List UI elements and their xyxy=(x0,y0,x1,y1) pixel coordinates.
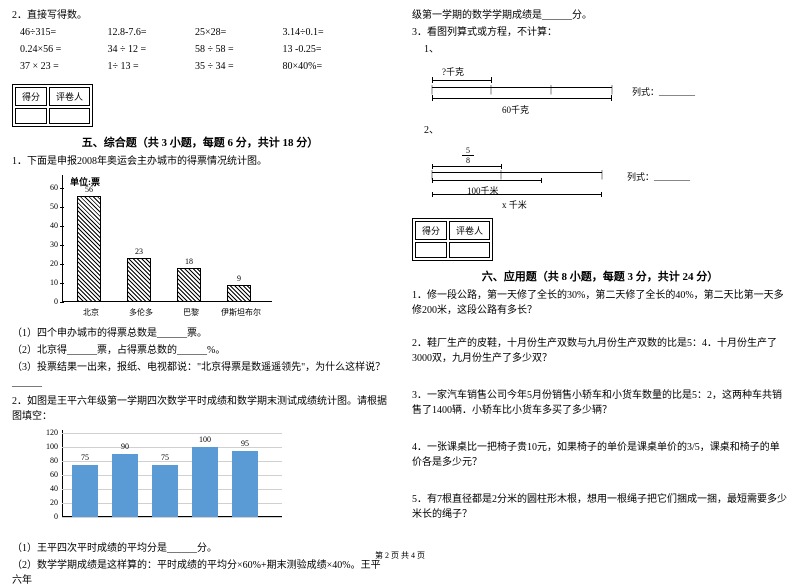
arith-cell: 58 ÷ 58 = xyxy=(195,42,280,57)
bar-category-label: 北京 xyxy=(71,307,111,318)
right-column: 级第一学期的数学学期成绩是______分。 3．看图列算式或方程，不计算： 1、… xyxy=(400,0,800,565)
q6-4: 4．一张课桌比一把椅子贵10元，如果椅子的单价是课桌单价的3/5，课桌和椅子的单… xyxy=(412,440,788,470)
frac-top: 5 xyxy=(466,146,470,155)
chart2-bar: 100 xyxy=(192,447,218,517)
arith-cell: 35 ÷ 34 = xyxy=(195,59,280,74)
q6-1: 1．修一段公路，第一天修了全长的30%，第二天修了全长的40%，第二天比第一天多… xyxy=(412,288,788,318)
q6-5: 5．有7根直径都是2分米的圆柱形木根，想用一根绳子把它们捆成一捆，最短需要多少米… xyxy=(412,492,788,522)
score-label: 得分 xyxy=(415,221,447,240)
ytick-label: 0 xyxy=(40,512,58,521)
q5-1-sub1: （1）四个申办城市的得票总数是______票。 xyxy=(12,326,388,341)
q5-2-sub2: （2）数学学期成绩是这样算的：平时成绩的平均分×60%+期末测验成绩×40%。王… xyxy=(12,558,388,588)
ytick-label: 20 xyxy=(40,259,58,268)
q6-3: 3．一家汽车销售公司今年5月份销售小轿车和小货车数量的比是5：2，这两种车共销售… xyxy=(412,388,788,418)
bar-value-label: 75 xyxy=(152,453,178,462)
ytick-label: 40 xyxy=(40,484,58,493)
ytick-label: 80 xyxy=(40,456,58,465)
bar-chart-2: 0 20 40 60 80 100 120 75 90 75 100 95 xyxy=(42,430,282,535)
bar-category-label: 伊斯坦布尔 xyxy=(221,307,261,318)
chart1-bar: 56 xyxy=(77,196,101,302)
section6-title: 六、应用题（共 8 小题，每题 3 分，共计 24 分） xyxy=(412,268,788,284)
ytick-label: 40 xyxy=(40,221,58,230)
chart1-bar: 18 xyxy=(177,268,201,302)
bar-value-label: 18 xyxy=(178,257,200,266)
chart2-bar: 95 xyxy=(232,451,258,518)
q5-2-cont: 级第一学期的数学学期成绩是______分。 xyxy=(412,8,788,23)
diagram-2: 5 8 | | | 100千米 x 千米 列式：________ xyxy=(432,146,788,206)
ytick-label: 60 xyxy=(40,183,58,192)
bar-category-label: 多伦多 xyxy=(121,307,161,318)
arith-cell: 25×28= xyxy=(195,25,280,40)
q2-title: 2．直接写得数。 xyxy=(12,8,388,23)
grader-label: 评卷人 xyxy=(449,221,490,240)
sub1-label: 1、 xyxy=(424,42,788,57)
ytick-label: 0 xyxy=(40,297,58,306)
arith-cell: 80×40%= xyxy=(283,59,368,74)
d1-total: 60千克 xyxy=(502,103,529,116)
bar-value-label: 56 xyxy=(78,185,100,194)
sub2-label: 2、 xyxy=(424,123,788,138)
chart1-bar: 9 xyxy=(227,285,251,302)
arith-cell: 34 ÷ 12 = xyxy=(108,42,193,57)
bar-value-label: 9 xyxy=(228,274,250,283)
arith-cell: 13 -0.25= xyxy=(283,42,368,57)
bar-value-label: 90 xyxy=(112,442,138,451)
bar-chart-1: 单位:票 0102030405060 56北京23多伦多18巴黎9伊斯坦布尔 xyxy=(42,175,272,320)
q5-2-text: 2．如图是王平六年级第一学期四次数学平时成绩和数学期末测试成绩统计图。请根据图填… xyxy=(12,394,388,424)
score-box-2: 得分评卷人 xyxy=(412,218,493,261)
chart2-bar: 75 xyxy=(152,465,178,518)
arith-cell: 37 × 23 = xyxy=(20,59,105,74)
q5-3-text: 3．看图列算式或方程，不计算： xyxy=(412,25,788,40)
ytick-label: 30 xyxy=(40,240,58,249)
ytick-label: 50 xyxy=(40,202,58,211)
arith-cell: 12.8-7.6= xyxy=(108,25,193,40)
ytick-label: 20 xyxy=(40,498,58,507)
ytick-label: 60 xyxy=(40,470,58,479)
bar-value-label: 100 xyxy=(192,435,218,444)
q5-1-sub2: （2）北京得______票，占得票总数的______%。 xyxy=(12,343,388,358)
d1-formula-label: 列式：________ xyxy=(632,85,695,98)
d2-formula-label: 列式：________ xyxy=(627,170,690,183)
score-box: 得分评卷人 xyxy=(12,84,93,127)
ytick-label: 100 xyxy=(40,442,58,451)
chart1-bar: 23 xyxy=(127,258,151,302)
ytick-label: 10 xyxy=(40,278,58,287)
arith-cell: 0.24×56 = xyxy=(20,42,105,57)
page-footer: 第 2 页 共 4 页 xyxy=(0,550,800,561)
arithmetic-grid: 46÷315= 12.8-7.6= 25×28= 3.14÷0.1= 0.24×… xyxy=(20,25,388,74)
diagram-1: ?千克 | | | | 60千克 列式：________ xyxy=(432,65,788,115)
arith-cell: 46÷315= xyxy=(20,25,105,40)
ytick-label: 120 xyxy=(40,428,58,437)
left-column: 2．直接写得数。 46÷315= 12.8-7.6= 25×28= 3.14÷0… xyxy=(0,0,400,565)
chart2-bar: 75 xyxy=(72,465,98,518)
section5-title: 五、综合题（共 3 小题，每题 6 分，共计 18 分） xyxy=(12,134,388,150)
grader-label: 评卷人 xyxy=(49,87,90,106)
q6-2: 2．鞋厂生产的皮鞋，十月份生产双数与九月份生产双数的比是5：4．十月份生产了30… xyxy=(412,336,788,366)
bar-value-label: 75 xyxy=(72,453,98,462)
q5-1-sub3: （3）投票结果一出来，报纸、电视都说："北京得票是数遥遥领先"，为什么这样说？_… xyxy=(12,360,388,390)
arith-cell: 3.14÷0.1= xyxy=(283,25,368,40)
chart2-bar: 90 xyxy=(112,454,138,517)
bar-value-label: 23 xyxy=(128,247,150,256)
bar-category-label: 巴黎 xyxy=(171,307,211,318)
score-label: 得分 xyxy=(15,87,47,106)
d2-x: x 千米 xyxy=(502,198,527,211)
arith-cell: 1÷ 13 = xyxy=(108,59,193,74)
bar-value-label: 95 xyxy=(232,439,258,448)
q5-1-text: 1．下面是申报2008年奥运会主办城市的得票情况统计图。 xyxy=(12,154,388,169)
